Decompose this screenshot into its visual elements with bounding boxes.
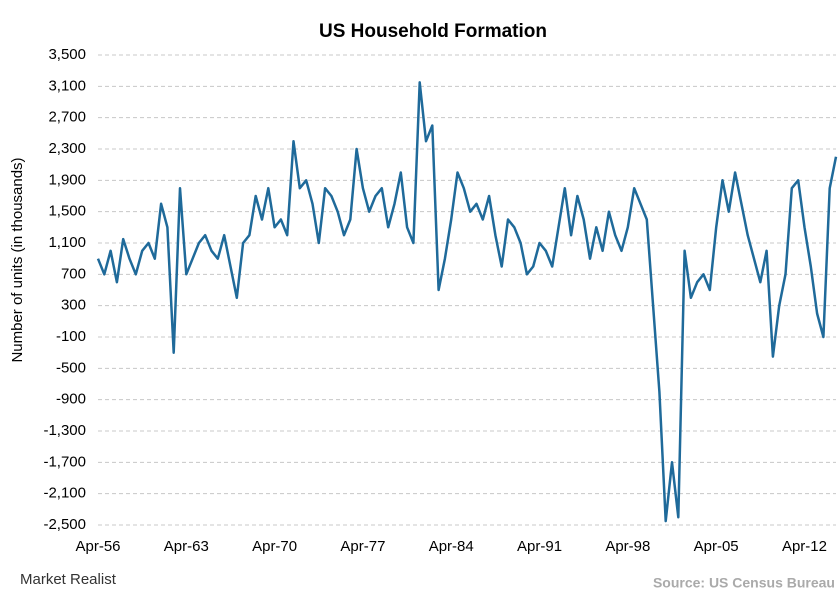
source: Source: US Census Bureau: [653, 575, 835, 591]
x-tick-label: Apr-77: [340, 538, 385, 555]
y-axis-label: Number of units (in thousands): [9, 157, 26, 362]
y-tick-label: -1,700: [43, 453, 86, 470]
y-tick-label: 2,700: [48, 109, 86, 126]
y-tick-label: -900: [56, 391, 86, 408]
x-tick-label: Apr-12: [782, 538, 827, 555]
x-tick-label: Apr-56: [75, 538, 120, 555]
brand: Market Realist: [20, 571, 117, 588]
x-tick-label: Apr-70: [252, 538, 297, 555]
y-tick-label: -1,300: [43, 422, 86, 439]
y-tick-label: -500: [56, 359, 86, 376]
y-tick-label: -2,100: [43, 485, 86, 502]
x-tick-label: Apr-63: [164, 538, 209, 555]
x-tick-label: Apr-84: [429, 538, 474, 555]
y-tick-label: 1,500: [48, 203, 86, 220]
y-tick-label: 1,100: [48, 234, 86, 251]
y-tick-label: -100: [56, 328, 86, 345]
y-tick-label: 2,300: [48, 140, 86, 157]
chart-title: US Household Formation: [319, 21, 547, 42]
y-tick-label: 3,100: [48, 77, 86, 94]
y-tick-label: 3,500: [48, 46, 86, 63]
x-tick-label: Apr-05: [694, 538, 739, 555]
y-tick-label: 300: [61, 297, 86, 314]
y-tick-label: -2,500: [43, 516, 86, 533]
data-line: [96, 81, 838, 523]
y-tick-label: 1,900: [48, 171, 86, 188]
y-tick-label: 700: [61, 265, 86, 282]
x-tick-label: Apr-91: [517, 538, 562, 555]
x-tick-label: Apr-98: [605, 538, 650, 555]
